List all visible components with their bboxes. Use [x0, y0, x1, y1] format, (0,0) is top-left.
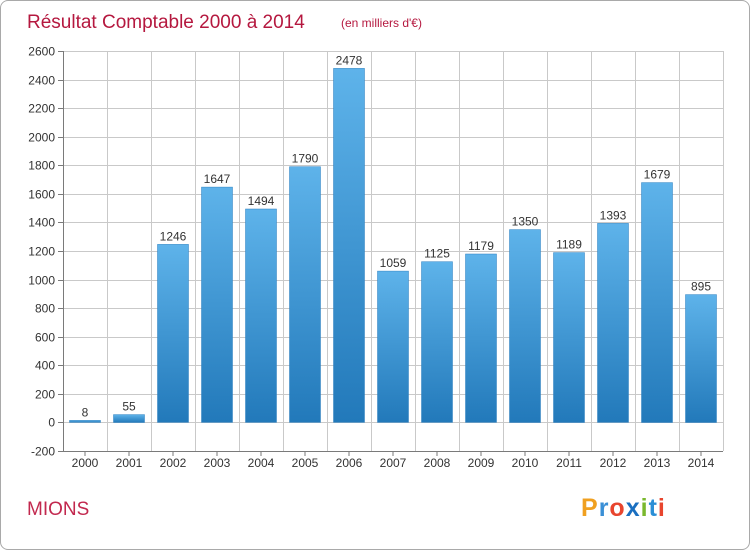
bar-chart: Résultat Comptable 2000 à 2014 (en milli…	[1, 1, 750, 550]
bar-2010[interactable]	[510, 230, 541, 423]
logo-letter: o	[609, 494, 625, 522]
bar-2011[interactable]	[554, 253, 585, 423]
x-tick-label-2002: 2002	[160, 456, 187, 470]
y-tick-label: 2000	[28, 131, 55, 145]
y-tick-label: 2200	[28, 102, 55, 116]
x-tick-label-2012: 2012	[600, 456, 627, 470]
x-tick-label-2010: 2010	[512, 456, 539, 470]
data-label-2005: 1790	[292, 152, 319, 166]
data-label-2012: 1393	[600, 208, 627, 222]
logo-letter: P	[581, 494, 599, 522]
chart-title: Résultat Comptable 2000 à 2014	[27, 12, 305, 33]
y-tick-label: 800	[35, 302, 55, 316]
x-tick-label-2011: 2011	[556, 456, 582, 470]
bar-2008[interactable]	[422, 262, 453, 423]
y-tick-label: 1600	[28, 188, 55, 202]
bar-2005[interactable]	[290, 167, 321, 423]
logo-letter: i	[641, 494, 649, 522]
data-label-2003: 1647	[204, 172, 231, 186]
y-tick-label: 600	[35, 331, 55, 345]
bar-2014[interactable]	[686, 295, 717, 423]
y-tick-label: 1000	[28, 274, 55, 288]
x-tick-label-2005: 2005	[292, 456, 319, 470]
y-tick-label: -200	[31, 445, 55, 459]
logo-letter: x	[626, 494, 641, 522]
x-tick-label-2004: 2004	[248, 456, 275, 470]
bar-2006[interactable]	[334, 68, 365, 422]
bar-2003[interactable]	[202, 187, 233, 422]
logo-letter: r	[599, 494, 610, 522]
data-label-2001: 55	[122, 400, 136, 414]
x-tick-label-2013: 2013	[644, 456, 671, 470]
logo-letter: t	[649, 494, 658, 522]
logo-letter: i	[658, 494, 666, 522]
bar-2002[interactable]	[158, 244, 189, 422]
bar-2004[interactable]	[246, 209, 277, 422]
y-tick-label: 200	[35, 388, 55, 402]
data-label-2013: 1679	[644, 168, 671, 182]
y-tick-label: 1800	[28, 159, 55, 173]
bar-2000[interactable]	[70, 420, 101, 422]
data-label-2014: 895	[691, 280, 711, 294]
data-label-2010: 1350	[512, 215, 539, 229]
data-label-2006: 2478	[336, 53, 363, 67]
y-tick-label: 0	[48, 416, 55, 430]
y-tick-label: 2600	[28, 45, 55, 59]
chart-frame: Résultat Comptable 2000 à 2014 (en milli…	[0, 0, 750, 550]
data-label-2007: 1059	[380, 256, 407, 270]
x-tick-label-2008: 2008	[424, 456, 451, 470]
x-tick-label-2003: 2003	[204, 456, 231, 470]
x-tick-label-2009: 2009	[468, 456, 495, 470]
data-label-2009: 1179	[468, 239, 494, 253]
y-tick-label: 1200	[28, 245, 55, 259]
proxiti-logo[interactable]: Proxiti	[581, 494, 666, 522]
data-label-2002: 1246	[160, 229, 187, 243]
place-name: MIONS	[27, 499, 89, 520]
x-tick-label-2007: 2007	[380, 456, 407, 470]
data-label-2008: 1125	[424, 247, 450, 261]
x-tick-label-2006: 2006	[336, 456, 363, 470]
data-label-2000: 8	[82, 405, 89, 419]
bar-2012[interactable]	[598, 223, 629, 422]
bar-2013[interactable]	[642, 183, 673, 423]
y-tick-label: 1400	[28, 216, 55, 230]
bar-2009[interactable]	[466, 254, 497, 422]
chart-subtitle: (en milliers d'€)	[341, 16, 422, 30]
x-tick-label-2000: 2000	[72, 456, 99, 470]
bar-2007[interactable]	[378, 271, 409, 422]
x-tick-label-2001: 2001	[116, 456, 143, 470]
data-label-2011: 1189	[556, 238, 582, 252]
y-tick-label: 2400	[28, 74, 55, 88]
data-label-2004: 1494	[248, 194, 275, 208]
bar-2001[interactable]	[114, 415, 145, 423]
x-tick-label-2014: 2014	[688, 456, 715, 470]
y-tick-label: 400	[35, 359, 55, 373]
